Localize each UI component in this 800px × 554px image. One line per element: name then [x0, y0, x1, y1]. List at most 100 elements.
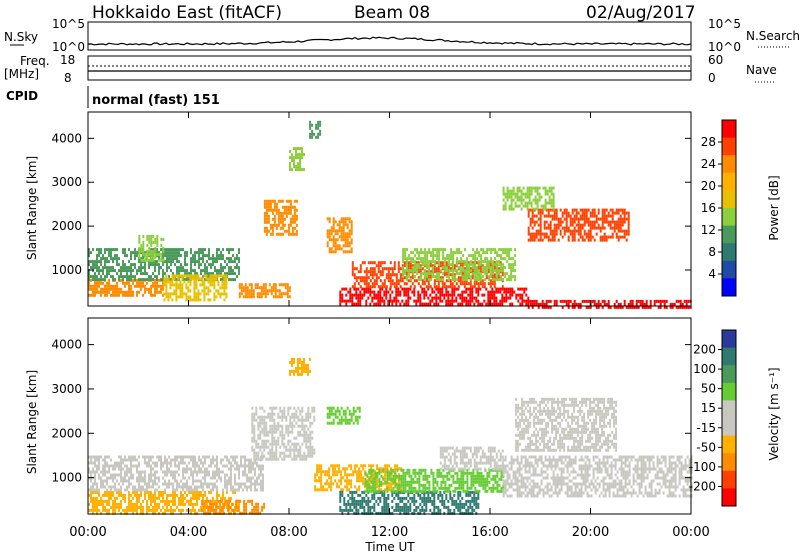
power-panel-cell	[108, 282, 110, 285]
power-panel-cell	[478, 272, 480, 275]
power-panel-cell	[296, 233, 298, 236]
velocity-panel-cell	[100, 497, 102, 500]
power-panel-cell	[178, 266, 180, 269]
power-panel-cell	[529, 190, 531, 193]
power-panel-cell	[116, 248, 118, 251]
power-panel-cell	[405, 300, 407, 303]
velocity-panel-cell	[94, 477, 96, 480]
power-panel-cell	[608, 303, 610, 306]
power-panel-cell	[686, 303, 688, 306]
power-panel-cell	[257, 295, 259, 298]
power-panel-cell	[584, 218, 586, 221]
power-panel-cell	[542, 239, 544, 242]
velocity-panel-cell	[259, 446, 261, 449]
power-panel-cell	[594, 239, 596, 242]
power-panel-cell	[658, 300, 660, 303]
power-panel-cell	[333, 223, 335, 226]
power-panel-cell	[238, 272, 240, 275]
velocity-panel-cell	[212, 483, 214, 486]
power-panel-cell	[423, 294, 425, 297]
power-panel-cell	[104, 251, 106, 254]
velocity-panel-cell	[164, 509, 166, 512]
power-panel-cell	[295, 153, 297, 156]
power-panel-cell	[287, 286, 289, 289]
velocity-panel-cell	[148, 506, 150, 509]
power-panel-cell	[406, 260, 408, 263]
power-panel-cell	[399, 294, 401, 297]
velocity-panel-cell	[262, 483, 264, 486]
velocity-panel-cell	[313, 410, 315, 413]
power-panel-cell	[138, 282, 140, 285]
velocity-panel-cell	[138, 497, 140, 500]
power-panel-cell	[148, 250, 150, 253]
power-panel-cell	[484, 260, 486, 263]
power-panel-cell	[628, 303, 630, 306]
power-panel-cell	[102, 254, 104, 257]
velocity-panel-cell	[94, 506, 96, 509]
velocity-panel-cell	[104, 491, 106, 494]
power-panel-cell	[293, 156, 295, 159]
power-panel-cell	[438, 272, 440, 275]
velocity-panel-cell	[136, 468, 138, 471]
power-panel-cell	[146, 278, 148, 281]
power-panel-cell	[452, 285, 454, 288]
power-panel-cell	[288, 224, 290, 227]
velocity-panel-cell	[166, 465, 168, 468]
power-panel-cell	[292, 233, 294, 236]
power-panel-cell	[460, 266, 462, 269]
velocity-panel-cell	[190, 500, 192, 503]
velocity-panel-cell	[94, 465, 96, 468]
power-panel-cell	[598, 303, 600, 306]
power-panel-cell	[628, 227, 630, 230]
power-panel-cell	[297, 153, 299, 156]
power-panel-cell	[331, 247, 333, 250]
velocity-panel-cell	[263, 455, 265, 458]
power-panel-cell	[156, 285, 158, 288]
power-panel-cell	[432, 254, 434, 257]
power-panel-cell	[136, 285, 138, 288]
power-panel-cell	[230, 248, 232, 251]
velocity-panel-cell	[228, 459, 230, 462]
power-panel-cell	[377, 300, 379, 303]
velocity-panel-cell	[275, 452, 277, 455]
power-panel-cell	[446, 279, 448, 282]
power-panel-cell	[279, 292, 281, 295]
power-panel-cell	[222, 257, 224, 260]
power-panel-cell	[566, 227, 568, 230]
velocity-panel-cell	[259, 416, 261, 419]
power-panel-cell	[568, 230, 570, 233]
power-panel-cell	[596, 233, 598, 236]
velocity-panel-cell	[350, 473, 352, 476]
velocity-panel-cell	[180, 486, 182, 489]
power-panel-cell	[536, 215, 538, 218]
velocity-panel-cell	[196, 462, 198, 465]
power-panel-cell	[294, 227, 296, 230]
power-panel-cell	[220, 257, 222, 260]
power-panel-cell	[116, 282, 118, 285]
power-panel-cell	[450, 254, 452, 257]
velocity-panel-cell	[142, 509, 144, 512]
power-panel-cell	[106, 288, 108, 291]
nsearch-tick-top: 10^5	[708, 17, 741, 31]
velocity-panel-cell	[293, 358, 295, 361]
power-panel-cell	[206, 254, 208, 257]
velocity-panel-cell	[96, 509, 98, 512]
power-panel-cell	[473, 303, 475, 306]
power-panel-cell	[462, 282, 464, 285]
power-panel-cell	[132, 263, 134, 266]
velocity-panel-cell	[98, 456, 100, 459]
power-panel-cell	[592, 209, 594, 212]
power-panel-cell	[426, 266, 428, 269]
power-panel-cell	[124, 266, 126, 269]
velocity-panel-cell	[142, 486, 144, 489]
velocity-panel-cell	[150, 456, 152, 459]
power-panel-cell	[213, 283, 215, 286]
velocity-panel-cell	[320, 479, 322, 482]
power-panel-cell	[193, 289, 195, 292]
power-panel-cell	[474, 266, 476, 269]
power-panel-cell	[266, 221, 268, 224]
velocity-panel-cell	[142, 471, 144, 474]
power-panel-cell	[414, 279, 416, 282]
velocity-panel-cell	[172, 497, 174, 500]
velocity-panel-cell	[198, 465, 200, 468]
